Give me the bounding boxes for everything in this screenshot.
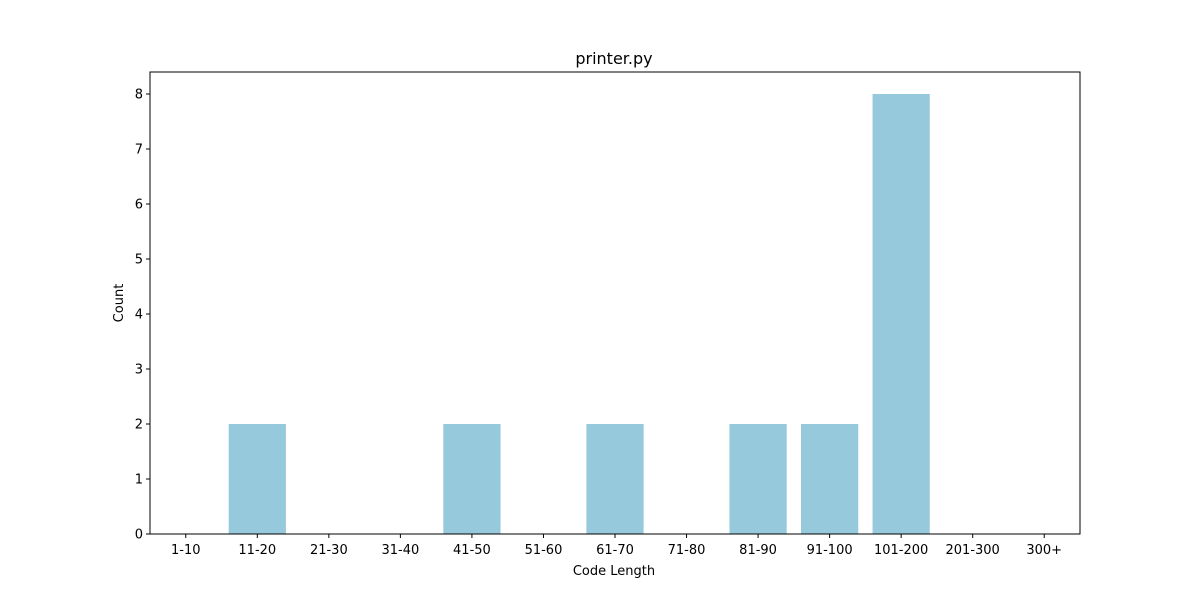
y-tick-label: 5 — [135, 253, 143, 268]
chart-title: printer.py — [575, 49, 652, 68]
x-tick-label: 91-100 — [807, 543, 853, 558]
bar-81-90 — [729, 424, 787, 534]
x-tick-label: 41-50 — [453, 543, 491, 558]
y-tick-label: 8 — [135, 88, 143, 103]
bar-61-70 — [586, 424, 644, 534]
y-tick-label: 6 — [135, 198, 143, 213]
x-tick-label: 31-40 — [381, 543, 419, 558]
x-tick-label: 201-300 — [946, 543, 1000, 558]
bar-11-20 — [228, 424, 286, 534]
x-tick-label: 300+ — [1026, 543, 1062, 558]
y-tick-label: 4 — [135, 308, 143, 323]
y-tick-label: 0 — [135, 528, 143, 543]
x-tick-label: 101-200 — [874, 543, 928, 558]
x-tick-label: 71-80 — [668, 543, 706, 558]
bar-41-50 — [443, 424, 501, 534]
bar-91-100 — [801, 424, 859, 534]
x-axis-ticks: 1-10 11-20 21-30 31-40 41-50 51-60 61-70 71-80 8… — [171, 534, 1062, 558]
x-tick-label: 51-60 — [525, 543, 563, 558]
y-tick-label: 3 — [135, 363, 143, 378]
x-tick-label: 81-90 — [739, 543, 777, 558]
y-axis-ticks: 0 1 2 3 4 5 6 7 8 — [135, 88, 150, 543]
bars-group — [228, 94, 930, 534]
y-tick-label: 1 — [135, 473, 143, 488]
x-tick-label: 61-70 — [596, 543, 634, 558]
bar-101-200 — [872, 94, 930, 534]
x-tick-label: 1-10 — [171, 543, 201, 558]
x-axis-label: Code Length — [573, 564, 655, 579]
y-tick-label: 2 — [135, 418, 143, 433]
x-tick-label: 11-20 — [238, 543, 276, 558]
x-tick-label: 21-30 — [310, 543, 348, 558]
y-axis-label: Count — [112, 284, 127, 323]
y-tick-label: 7 — [135, 143, 143, 158]
